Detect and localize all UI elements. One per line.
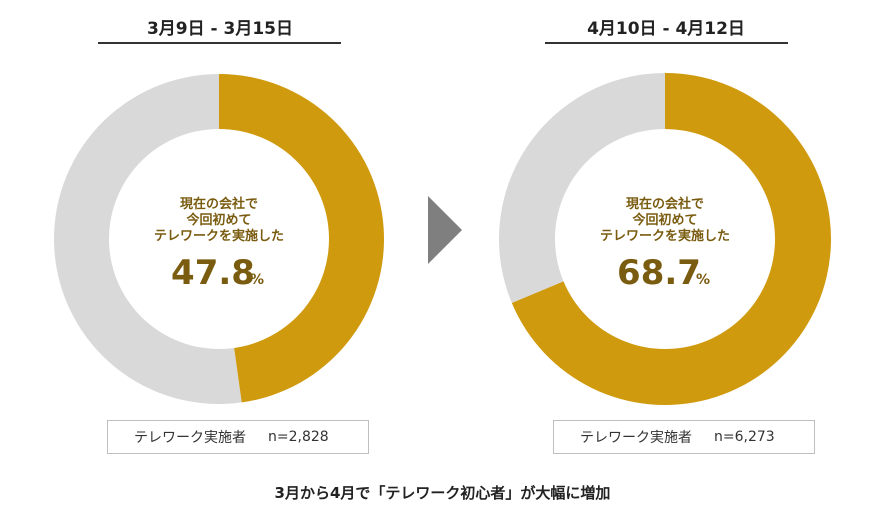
percentage-value: 47.8	[171, 253, 255, 293]
sample-label: テレワーク実施者	[580, 430, 692, 446]
percentage-value: 68.7	[617, 253, 701, 293]
period-title-march: 3月9日 - 3月15日	[146, 19, 294, 39]
center-label-line: 今回初めて	[185, 212, 251, 228]
center-label-line: 今回初めて	[631, 212, 697, 228]
period-underline-march	[98, 42, 341, 44]
center-label-line: 現在の会社で	[180, 196, 258, 212]
right-triangle-icon	[428, 196, 462, 264]
sample-size-box-april: テレワーク実施者 n=6,273	[553, 420, 815, 454]
center-label-line: テレワークを実施した	[600, 228, 730, 244]
period-title-april: 4月10日 - 4月12日	[587, 19, 745, 39]
donut-slice-rest	[499, 73, 665, 304]
donut-slice-rest	[53, 74, 242, 405]
period-underline-april	[545, 42, 788, 44]
center-label-line: 現在の会社で	[626, 196, 704, 212]
center-label-line: テレワークを実施した	[154, 228, 284, 244]
sample-size-box-march: テレワーク実施者 n=2,828	[107, 420, 369, 454]
donut-slice-first-time-telework	[511, 73, 831, 406]
sample-label: テレワーク実施者	[134, 430, 246, 446]
donut-slice-first-time-telework	[219, 74, 384, 403]
footer-caption: 3月から4月で「テレワーク初心者」が大幅に増加	[274, 484, 611, 502]
percentage-unit: %	[250, 272, 264, 288]
sample-size-value: n=6,273	[714, 429, 775, 445]
percentage-unit: %	[696, 272, 710, 288]
sample-size-value: n=2,828	[268, 429, 329, 445]
